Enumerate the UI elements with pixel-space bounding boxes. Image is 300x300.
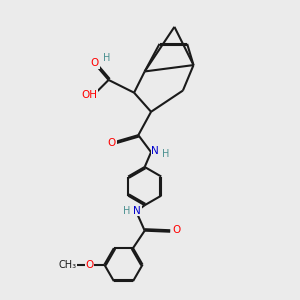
Text: CH₃: CH₃	[58, 260, 76, 270]
Text: H: H	[103, 52, 110, 63]
Text: H: H	[162, 149, 169, 159]
Text: OH: OH	[82, 90, 98, 100]
Text: O: O	[108, 138, 116, 148]
Text: O: O	[85, 260, 94, 270]
Text: O: O	[91, 58, 99, 68]
Text: O: O	[172, 225, 181, 235]
Text: N: N	[134, 206, 141, 215]
Text: N: N	[152, 146, 159, 156]
Text: H: H	[123, 206, 130, 215]
